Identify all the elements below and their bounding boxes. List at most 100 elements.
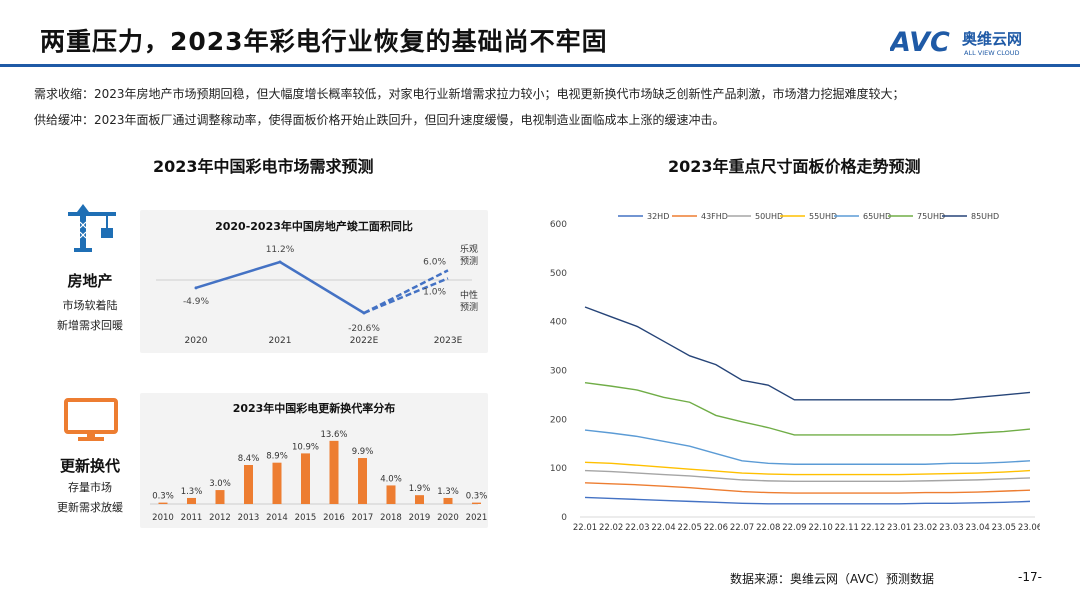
logo-mark: AVC [890,27,950,58]
tv-icon [64,398,118,441]
legend-label-85UHD: 85UHD [971,212,999,221]
x-tick-23.06: 23.06 [1018,523,1040,533]
bar-label-2015: 10.9% [292,442,319,452]
y-tick-200: 200 [550,415,567,425]
bar-2021 [472,502,481,504]
bar-2011 [187,497,196,504]
logo-sub: ALL VIEW CLOUD [964,49,1020,57]
forecast-line-0 [363,269,449,315]
bar-2019 [415,495,424,504]
x-tick-22.04: 22.04 [651,523,675,533]
bar-2012 [215,490,225,504]
x-tick-22.03: 22.03 [625,523,649,533]
series-line-75UHD [584,382,1031,436]
series-line-55UHD [584,461,1031,476]
x-tick-22.02: 22.02 [599,523,623,533]
x-tick-22.12: 22.12 [861,523,885,533]
side-sub-realestate-2: 新增需求回暖 [57,319,123,332]
bar-2010 [158,502,168,504]
legend-label-55UHD: 55UHD [809,212,837,221]
bar-2013 [244,465,253,504]
forecast-label-0: 6.0% [423,257,446,267]
header-divider [0,64,1080,67]
forecast-line-1 [363,277,449,315]
x-tick-22.05: 22.05 [678,523,702,533]
x-tick-23.02: 23.02 [913,523,937,533]
y-tick-400: 400 [550,318,567,328]
x-tick-2015: 2015 [295,513,317,523]
chart-title: 2020-2023年中国房地产竣工面积同比 [215,219,413,233]
bar-label-2014: 8.9% [266,452,288,462]
legend-label-32HD: 32HD [647,212,669,221]
forecast-name-1-2: 预测 [460,302,478,313]
page-number: -17- [1018,570,1042,584]
y-tick-500: 500 [550,269,567,279]
x-tick-2011: 2011 [181,513,203,523]
side-sub-replacement-1: 存量市场 [68,481,112,494]
x-tick-2023E: 2023E [434,336,463,346]
replacement-chart: 2023年中国彩电更新换代率分布 0.3% 2010 1.3% 2011 3.0% 2012… [150,401,488,523]
side-sub-replacement-2: 更新需求放缓 [57,501,123,514]
side-label-replacement: 更新换代 [59,457,120,475]
x-tick-2019: 2019 [409,513,431,523]
note-supply: 供给缓冲：2023年面板厂通过调整稼动率，使得面板价格开始止跌回升，但回升速度缓… [34,113,725,127]
bar-label-2020: 1.3% [437,487,459,497]
realestate-chart: 2020-2023年中国房地产竣工面积同比 -4.9% 11.2% -20.6% 6.0… [156,219,478,346]
y-tick-0: 0 [561,513,567,523]
bar-label-2010: 0.3% [152,492,174,502]
forecast-name-0-2: 预测 [460,256,478,267]
bar-label-2019: 1.9% [409,484,431,494]
right-section-title: 2023年重点尺寸面板价格走势预测 [668,157,921,176]
x-tick-22.07: 22.07 [730,523,754,533]
data-label-2020: -4.9% [183,297,210,307]
y-tick-600: 600 [550,220,567,230]
series-line-65UHD [584,429,1031,465]
x-tick-2012: 2012 [209,513,231,523]
x-tick-22.08: 22.08 [756,523,780,533]
legend-label-65UHD: 65UHD [863,212,891,221]
x-tick-22.11: 22.11 [835,523,859,533]
realestate-chart-panel: 2020-2023年中国房地产竣工面积同比 -4.9% 11.2% -20.6% 6.0… [140,210,488,353]
y-tick-100: 100 [550,464,567,474]
bar-label-2021: 0.3% [466,492,488,502]
series-line-actual [195,260,365,315]
x-tick-22.01: 22.01 [573,523,597,533]
chart-title: 2023年中国彩电更新换代率分布 [233,401,396,415]
x-tick-23.05: 23.05 [992,523,1016,533]
x-tick-2018: 2018 [380,513,402,523]
x-tick-2021: 2021 [466,513,488,523]
bar-2015 [301,453,310,504]
bar-label-2013: 8.4% [238,454,260,464]
data-point-2020 [194,286,198,290]
x-tick-23.01: 23.01 [887,523,911,533]
logo-text: 奥维云网 [962,30,1022,48]
x-tick-2020: 2020 [185,336,208,346]
forecast-name-0-1: 乐观 [460,243,478,255]
crane-icon [68,204,116,252]
bar-2018 [386,485,396,504]
legend-label-43FHD: 43FHD [701,212,728,221]
bar-2016 [329,440,339,504]
legend-label-50UHD: 50UHD [755,212,783,221]
x-tick-2020: 2020 [437,513,459,523]
page-title: 两重压力，2023年彩电行业恢复的基础尚不牢固 [40,27,608,56]
side-sub-realestate-1: 市场软着陆 [62,299,118,312]
x-tick-22.06: 22.06 [704,523,728,533]
data-point-2021 [278,260,282,264]
x-tick-2013: 2013 [238,513,260,523]
x-tick-2022E: 2022E [350,336,379,346]
data-label-2022E: -20.6% [348,324,380,334]
x-tick-2010: 2010 [152,513,174,523]
bar-2020 [443,497,453,504]
replacement-chart-panel: 2023年中国彩电更新换代率分布 0.3% 2010 1.3% 2011 3.0% 2012… [140,393,488,528]
data-label-2021: 11.2% [266,245,295,255]
x-tick-2017: 2017 [352,513,374,523]
bar-2017 [358,458,367,504]
series-line-85UHD [584,306,1031,401]
left-section-title: 2023年中国彩电市场需求预测 [153,157,374,176]
note-demand: 需求收缩：2023年房地产市场预期回稳，但大幅度增长概率较低，对家电行业新增需求… [34,87,905,101]
x-tick-23.03: 23.03 [939,523,963,533]
forecast-label-1: 1.0% [423,287,446,297]
bar-label-2012: 3.0% [209,479,231,489]
